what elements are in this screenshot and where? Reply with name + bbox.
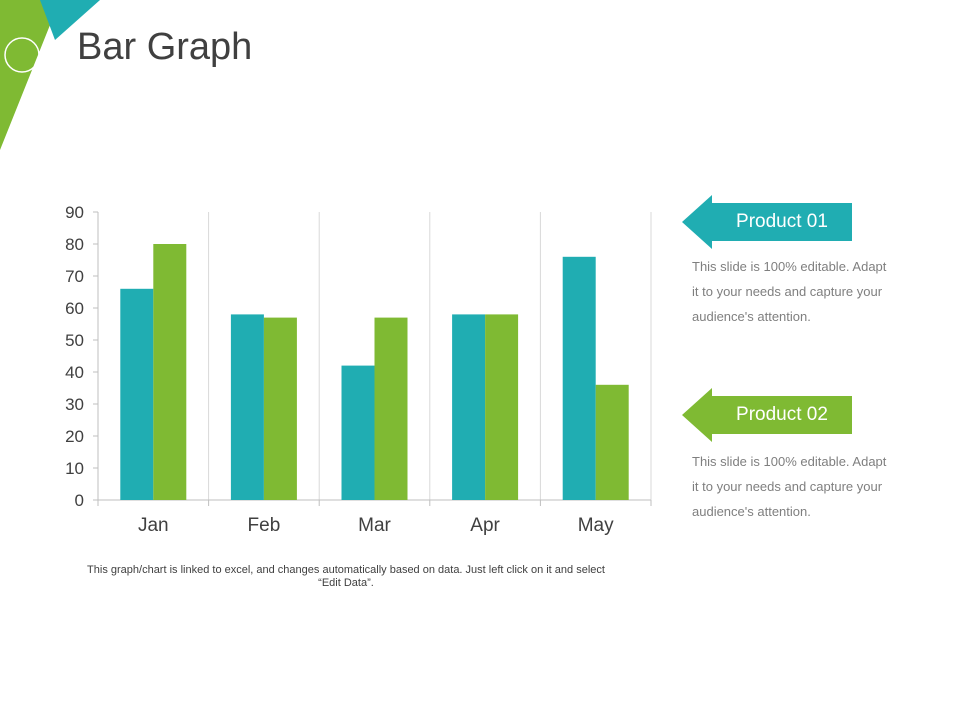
product-01-tag: Product 01 [682, 195, 852, 249]
bar-series2-feb [263, 317, 297, 500]
y-tick-label: 50 [65, 331, 84, 350]
x-tick-label: Feb [248, 515, 281, 536]
bar-series1-mar [341, 365, 375, 500]
bar-series2-may [595, 384, 629, 500]
product-01-description: This slide is 100% editable. Adapt it to… [692, 259, 887, 324]
bar-series2-jan [153, 244, 187, 500]
y-tick-label: 70 [65, 267, 84, 286]
product-01-label: Product 01 [736, 211, 828, 232]
y-tick-label: 40 [65, 363, 84, 382]
y-tick-label: 10 [65, 459, 84, 478]
bar-series1-jan [120, 288, 154, 500]
x-tick-label: Mar [358, 515, 391, 536]
x-tick-label: Jan [138, 515, 169, 536]
y-tick-label: 80 [65, 235, 84, 254]
y-tick-label: 90 [65, 203, 84, 222]
y-tick-label: 20 [65, 427, 84, 446]
bar-series2-mar [374, 317, 408, 500]
x-tick-label: May [578, 515, 614, 536]
product-02-description: This slide is 100% editable. Adapt it to… [692, 454, 887, 519]
corner-decoration [0, 0, 100, 150]
bar-series1-may [562, 256, 596, 500]
x-tick-label: Apr [470, 515, 500, 536]
y-tick-label: 30 [65, 395, 84, 414]
bar-series1-feb [230, 314, 264, 500]
chart-note: This graph/chart is linked to excel, and… [87, 564, 605, 589]
product-02-tag: Product 02 [682, 388, 852, 442]
product-02-label: Product 02 [736, 404, 828, 425]
y-tick-label: 0 [75, 491, 84, 510]
bar-series1-apr [452, 314, 486, 500]
page-title: Bar Graph [77, 26, 253, 68]
bar-series2-apr [485, 314, 519, 500]
y-tick-label: 60 [65, 299, 84, 318]
circle-icon [4, 37, 40, 73]
